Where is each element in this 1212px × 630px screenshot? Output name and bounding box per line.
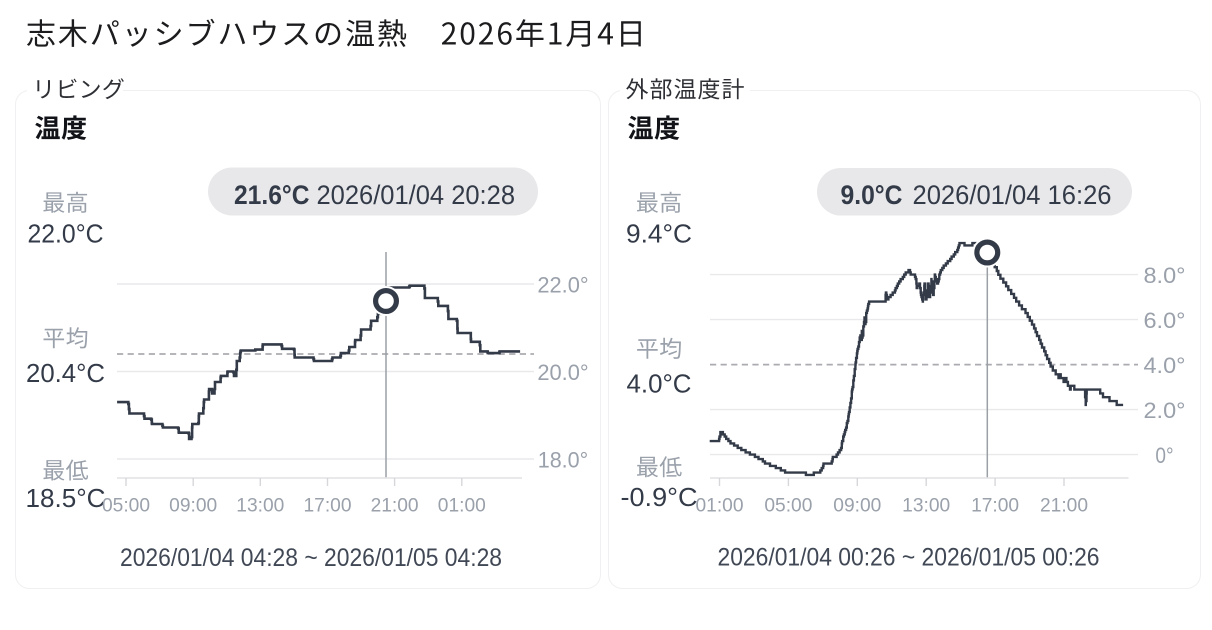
svg-text:01:00: 01:00 (438, 496, 486, 517)
svg-text:2026/01/04 00:26 ~ 2026/01/05: 2026/01/04 00:26 ~ 2026/01/05 00:26 (718, 544, 1100, 572)
svg-text:18.0°: 18.0° (538, 448, 589, 473)
svg-text:2026/01/04 04:28 ~ 2026/01/05: 2026/01/04 04:28 ~ 2026/01/05 04:28 (120, 544, 502, 572)
svg-text:4.0°: 4.0° (1144, 353, 1186, 378)
svg-text:17:00: 17:00 (304, 496, 352, 517)
svg-text:2026/01/04 20:28: 2026/01/04 20:28 (317, 180, 516, 210)
svg-text:18.5°C: 18.5°C (26, 483, 106, 513)
svg-text:21.6°C: 21.6°C (234, 180, 310, 210)
svg-text:22.0°: 22.0° (537, 273, 588, 298)
svg-text:0°: 0° (1155, 443, 1173, 468)
svg-text:05:00: 05:00 (764, 496, 812, 517)
svg-text:13:00: 13:00 (902, 496, 950, 517)
svg-text:9.4°C: 9.4°C (626, 219, 692, 249)
svg-text:09:00: 09:00 (833, 496, 881, 517)
svg-text:22.0°C: 22.0°C (28, 219, 104, 249)
svg-text:05:00: 05:00 (102, 496, 150, 517)
svg-text:13:00: 13:00 (236, 496, 284, 517)
svg-text:21:00: 21:00 (1040, 496, 1088, 517)
svg-text:09:00: 09:00 (169, 496, 217, 517)
svg-text:6.0°: 6.0° (1144, 308, 1186, 333)
svg-text:17:00: 17:00 (971, 496, 1019, 517)
svg-text:2026/01/04 16:26: 2026/01/04 16:26 (913, 180, 1112, 210)
svg-text:21:00: 21:00 (371, 496, 419, 517)
svg-text:9.0°C: 9.0°C (841, 180, 903, 210)
svg-text:01:00: 01:00 (696, 496, 744, 517)
svg-text:2.0°: 2.0° (1144, 398, 1186, 423)
svg-text:20.0°: 20.0° (537, 360, 588, 385)
svg-text:-0.9°C: -0.9°C (621, 482, 698, 512)
svg-text:4.0°C: 4.0°C (627, 368, 692, 398)
svg-text:20.4°C: 20.4°C (26, 358, 105, 388)
svg-text:8.0°: 8.0° (1144, 263, 1186, 288)
